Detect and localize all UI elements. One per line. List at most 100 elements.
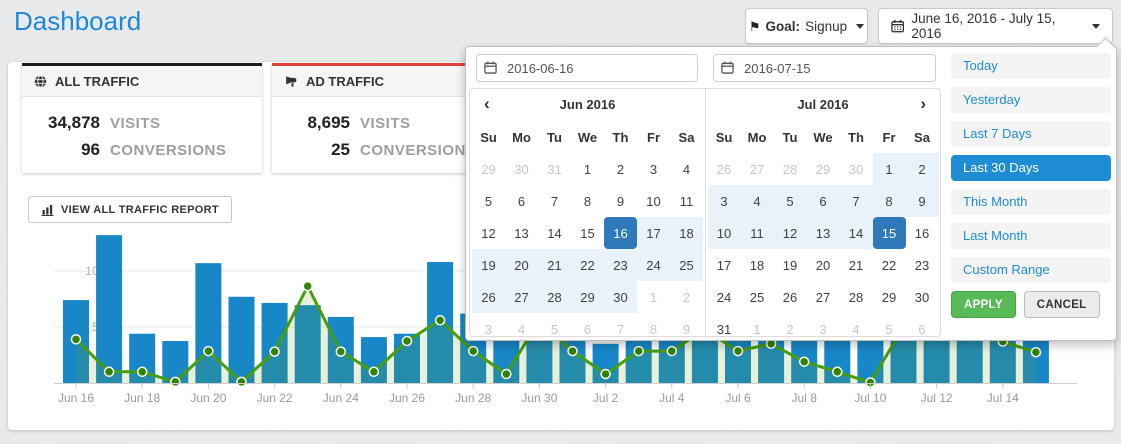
day-cell[interactable]: 1 xyxy=(649,289,658,305)
day-cell[interactable]: 6 xyxy=(583,321,592,337)
end-date-input[interactable] xyxy=(713,54,936,82)
day-cell[interactable]: 8 xyxy=(649,321,658,337)
range-last-30-days[interactable]: Last 30 Days xyxy=(951,155,1111,181)
day-cell[interactable]: 28 xyxy=(782,161,798,177)
day-cell[interactable]: 10 xyxy=(707,217,741,249)
day-cell[interactable]: 7 xyxy=(839,185,873,217)
day-cell[interactable]: 21 xyxy=(538,249,571,281)
day-cell[interactable]: 4 xyxy=(682,161,691,177)
day-cell[interactable]: 5 xyxy=(550,321,559,337)
cancel-button[interactable]: CANCEL xyxy=(1023,291,1100,318)
day-cell[interactable]: 15 xyxy=(872,217,906,249)
day-cell[interactable]: 10 xyxy=(646,193,661,209)
day-cell[interactable]: 13 xyxy=(514,225,529,241)
range-this-month[interactable]: This Month xyxy=(951,189,1111,215)
day-cell[interactable]: 27 xyxy=(505,281,538,313)
goal-dropdown-button[interactable]: ⚑ Goal: Signup xyxy=(745,8,868,44)
day-cell[interactable]: 3 xyxy=(707,185,741,217)
day-cell[interactable]: 2 xyxy=(616,161,625,177)
day-cell[interactable]: 28 xyxy=(538,281,571,313)
day-cell[interactable]: 18 xyxy=(670,217,703,249)
day-cell[interactable]: 26 xyxy=(472,281,505,313)
day-cell[interactable]: 25 xyxy=(670,249,703,281)
day-cell[interactable]: 29 xyxy=(881,289,897,305)
day-cell[interactable]: 20 xyxy=(815,257,831,273)
day-cell[interactable]: 12 xyxy=(773,217,807,249)
day-cell[interactable]: 3 xyxy=(649,161,658,177)
day-cell[interactable]: 5 xyxy=(773,185,807,217)
day-cell[interactable]: 6 xyxy=(918,321,926,337)
day-cell[interactable]: 29 xyxy=(481,161,496,177)
day-cell[interactable]: 14 xyxy=(839,217,873,249)
day-cell[interactable]: 30 xyxy=(914,289,930,305)
day-cell[interactable]: 31 xyxy=(547,161,562,177)
day-cell[interactable]: 6 xyxy=(806,185,840,217)
range-last-month[interactable]: Last Month xyxy=(951,223,1111,249)
day-cell[interactable]: 11 xyxy=(740,217,774,249)
range-custom-range[interactable]: Custom Range xyxy=(951,257,1111,283)
day-cell[interactable]: 4 xyxy=(517,321,526,337)
day-cell[interactable]: 16 xyxy=(604,217,637,249)
day-cell[interactable]: 7 xyxy=(550,193,559,209)
day-cell[interactable]: 4 xyxy=(852,321,860,337)
day-cell[interactable]: 1 xyxy=(872,153,906,185)
day-cell[interactable]: 23 xyxy=(604,249,637,281)
day-cell[interactable]: 24 xyxy=(716,289,732,305)
day-cell[interactable]: 22 xyxy=(571,249,604,281)
day-cell[interactable]: 8 xyxy=(872,185,906,217)
range-yesterday[interactable]: Yesterday xyxy=(951,87,1111,113)
range-today[interactable]: Today xyxy=(951,53,1111,79)
day-cell[interactable]: 21 xyxy=(848,257,864,273)
day-cell[interactable]: 29 xyxy=(815,161,831,177)
day-cell[interactable]: 30 xyxy=(848,161,864,177)
apply-button[interactable]: APPLY xyxy=(951,291,1016,318)
day-cell[interactable]: 14 xyxy=(547,225,562,241)
day-cell[interactable]: 11 xyxy=(679,193,694,209)
day-cell[interactable]: 25 xyxy=(749,289,765,305)
day-cell[interactable]: 3 xyxy=(819,321,827,337)
day-cell[interactable]: 20 xyxy=(505,249,538,281)
day-cell[interactable]: 29 xyxy=(571,281,604,313)
day-cell[interactable]: 30 xyxy=(514,161,529,177)
day-cell[interactable]: 6 xyxy=(517,193,526,209)
day-cell[interactable]: 3 xyxy=(484,321,493,337)
day-cell[interactable]: 28 xyxy=(848,289,864,305)
day-cell[interactable]: 16 xyxy=(914,225,930,241)
day-cell[interactable]: 7 xyxy=(616,321,625,337)
date-range-dropdown-button[interactable]: June 16, 2016 - July 15, 2016 xyxy=(878,8,1113,44)
day-cell[interactable]: 5 xyxy=(885,321,893,337)
day-cell[interactable]: 2 xyxy=(682,289,691,305)
start-date-input[interactable] xyxy=(476,54,698,82)
day-cell[interactable]: 9 xyxy=(905,185,939,217)
day-cell[interactable]: 27 xyxy=(749,161,765,177)
day-cell[interactable]: 2 xyxy=(905,153,939,185)
day-cell[interactable]: 27 xyxy=(815,289,831,305)
day-cell[interactable]: 13 xyxy=(806,217,840,249)
day-cell[interactable]: 22 xyxy=(881,257,897,273)
view-all-traffic-report-button[interactable]: VIEW ALL TRAFFIC REPORT xyxy=(28,196,232,223)
day-cell[interactable]: 9 xyxy=(682,321,691,337)
day-cell[interactable]: 4 xyxy=(740,185,774,217)
day-cell[interactable]: 19 xyxy=(472,249,505,281)
day-cell[interactable]: 17 xyxy=(716,257,732,273)
day-cell[interactable]: 9 xyxy=(616,193,625,209)
day-cell[interactable]: 26 xyxy=(716,161,732,177)
day-cell[interactable]: 12 xyxy=(481,225,496,241)
day-cell[interactable]: 1 xyxy=(753,321,761,337)
day-cell[interactable]: 5 xyxy=(484,193,493,209)
day-cell[interactable]: 18 xyxy=(749,257,765,273)
day-cell[interactable]: 1 xyxy=(583,161,592,177)
day-cell[interactable]: 30 xyxy=(604,281,637,313)
day-cell[interactable]: 31 xyxy=(716,321,732,337)
day-cell[interactable]: 2 xyxy=(786,321,794,337)
range-last-7-days[interactable]: Last 7 Days xyxy=(951,121,1111,147)
day-cell[interactable]: 24 xyxy=(637,249,670,281)
prev-month-icon[interactable]: ‹ xyxy=(484,94,490,113)
next-month-icon[interactable]: › xyxy=(920,94,926,113)
day-cell[interactable]: 15 xyxy=(580,225,595,241)
day-cell[interactable]: 17 xyxy=(637,217,670,249)
day-cell[interactable]: 26 xyxy=(782,289,798,305)
day-cell[interactable]: 23 xyxy=(914,257,930,273)
day-cell[interactable]: 19 xyxy=(782,257,798,273)
day-cell[interactable]: 8 xyxy=(583,193,592,209)
